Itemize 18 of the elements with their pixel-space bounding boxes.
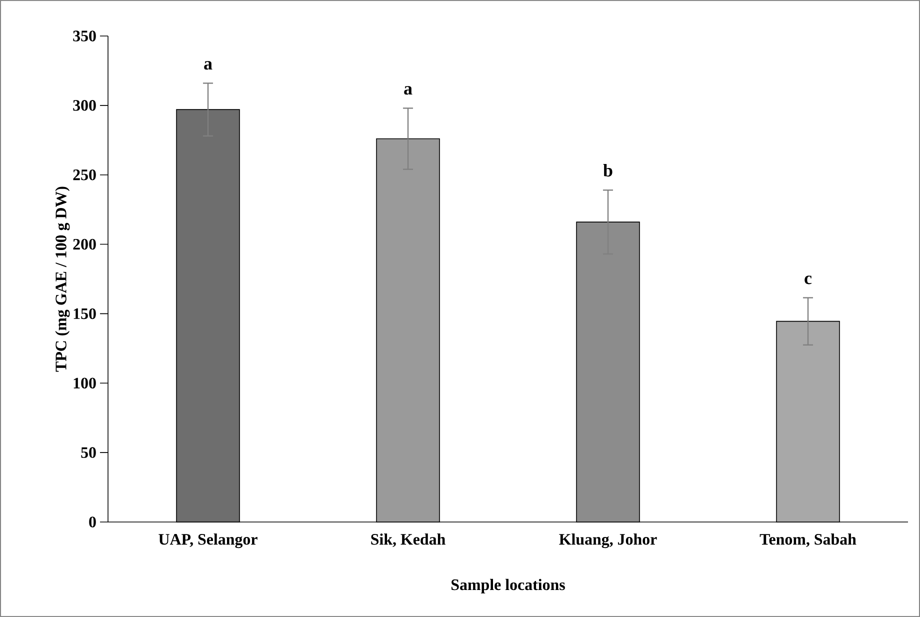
x-tick-label: Kluang, Johor xyxy=(559,534,657,548)
annotation: c xyxy=(804,276,812,284)
x-axis-title: Sample locations xyxy=(452,578,565,594)
x-tick-label: Sik, Kedah xyxy=(371,534,446,548)
y-tick-label: 100 xyxy=(74,378,96,389)
annotation: a xyxy=(404,86,412,95)
y-tick-label: 200 xyxy=(73,238,96,250)
annotation: b xyxy=(603,164,612,177)
x-tick-label: UAP, Selangor xyxy=(158,534,258,548)
y-tick-label: 150 xyxy=(74,308,96,320)
y-tick-label: 250 xyxy=(73,169,96,180)
y-tick-label: 300 xyxy=(73,100,96,111)
annotation: a xyxy=(204,61,212,70)
y-tick-label: 350 xyxy=(73,30,96,42)
y-tick-label: 0 xyxy=(89,516,96,528)
x-tick-label: Tenom, Sabah xyxy=(760,534,856,548)
y-tick-label: 50 xyxy=(81,447,96,458)
y-axis-title: TPC (mg GAE / 100 g DW) xyxy=(55,186,70,372)
